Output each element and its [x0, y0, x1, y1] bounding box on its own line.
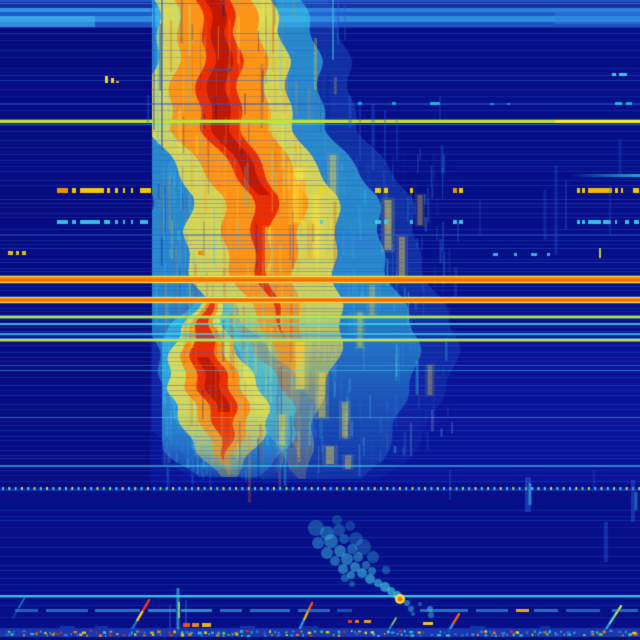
- spectrogram: [0, 0, 640, 640]
- spectrogram-canvas: [0, 0, 640, 640]
